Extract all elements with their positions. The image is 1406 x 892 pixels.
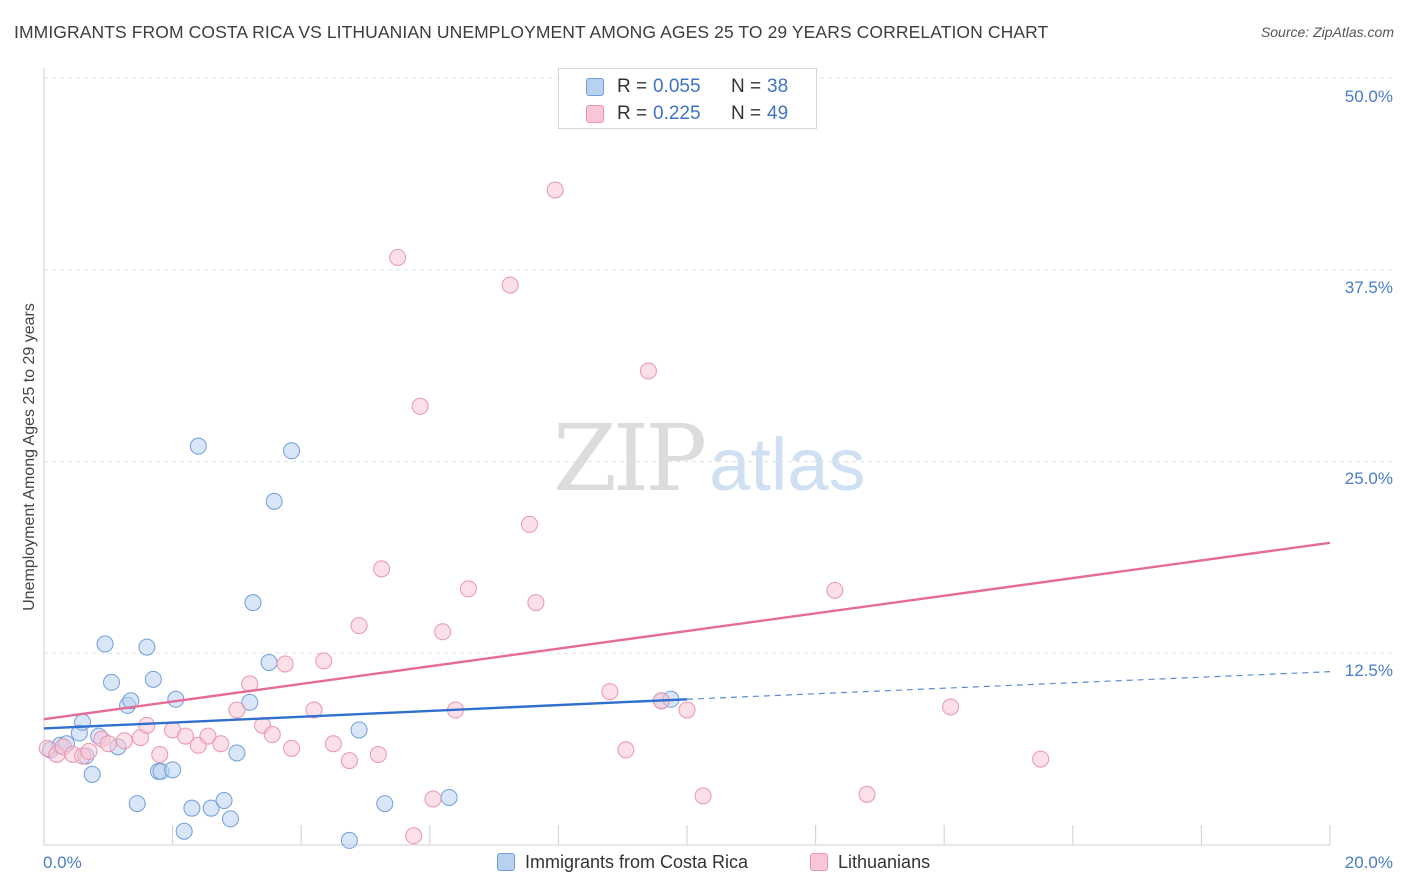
legend-swatch-pink — [810, 853, 828, 871]
data-point-costa-rica — [144, 670, 162, 688]
data-point-costa-rica — [376, 795, 394, 813]
data-point-costa-rica — [122, 692, 140, 710]
data-point-lithuanians — [501, 276, 519, 294]
data-point-lithuanians — [411, 397, 429, 415]
legend-item-lithuanians: Lithuanians — [810, 852, 930, 873]
data-point-lithuanians — [546, 181, 564, 199]
data-point-costa-rica — [260, 653, 278, 671]
data-point-lithuanians — [459, 580, 477, 598]
data-point-costa-rica — [221, 810, 239, 828]
y-tick-label-12-5: 12.5% — [1344, 661, 1393, 680]
data-point-costa-rica — [202, 799, 220, 817]
legend-item-costa-rica: Immigrants from Costa Rica — [497, 852, 748, 873]
legend-r-value: 0.055 — [653, 76, 701, 97]
data-point-lithuanians — [424, 790, 442, 808]
trend-line-lithuanians — [43, 541, 1331, 721]
data-point-lithuanians — [678, 701, 696, 719]
data-point-costa-rica — [175, 822, 193, 840]
data-point-costa-rica — [183, 799, 201, 817]
y-tick-label-37-5: 37.5% — [1344, 278, 1393, 297]
data-point-costa-rica — [103, 673, 121, 691]
data-point-costa-rica — [215, 792, 233, 810]
legend-swatch-pink — [586, 105, 604, 123]
legend-r-label: R = — [617, 76, 648, 97]
y-axis-label: Unemployment Among Ages 25 to 29 years — [21, 303, 38, 611]
trend-line-costa-rica — [43, 698, 688, 730]
data-point-lithuanians — [151, 745, 169, 763]
watermark-atlas: atlas — [709, 423, 866, 506]
legend-n-label: N = — [731, 76, 762, 97]
data-point-lithuanians — [340, 752, 358, 770]
watermark-zip: ZIP — [553, 405, 707, 512]
data-point-costa-rica — [283, 442, 301, 460]
legend-n-label: N = — [731, 103, 762, 124]
data-point-costa-rica — [440, 788, 458, 806]
data-point-costa-rica — [340, 831, 358, 849]
data-point-lithuanians — [99, 735, 117, 753]
legend-n-value: 49 — [767, 103, 789, 124]
data-point-costa-rica — [96, 635, 114, 653]
data-point-lithuanians — [369, 745, 387, 763]
data-point-costa-rica — [128, 795, 146, 813]
data-point-lithuanians — [115, 732, 133, 750]
data-point-costa-rica — [83, 765, 101, 783]
chart-title: IMMIGRANTS FROM COSTA RICA VS LITHUANIAN… — [14, 22, 1049, 42]
data-point-lithuanians — [276, 655, 294, 673]
data-point-lithuanians — [315, 652, 333, 670]
legend-r-label: R = — [617, 103, 648, 124]
data-point-lithuanians — [405, 827, 423, 845]
data-point-lithuanians — [389, 248, 407, 266]
source-label: Source: ZipAtlas.com — [1260, 24, 1394, 40]
data-point-lithuanians — [305, 701, 323, 719]
legend-row-costa-rica: R = 0.055 N = 38 — [559, 74, 818, 100]
data-point-costa-rica — [350, 721, 368, 739]
data-point-lithuanians — [527, 594, 545, 612]
data-point-lithuanians — [263, 726, 281, 744]
data-point-lithuanians — [639, 362, 657, 380]
data-point-lithuanians — [176, 727, 194, 745]
data-point-lithuanians — [942, 698, 960, 716]
data-point-costa-rica — [265, 492, 283, 510]
x-tick-label-max: 20.0% — [1344, 853, 1393, 872]
legend-label-lithuanians: Lithuanians — [838, 852, 931, 872]
legend-swatch-blue — [586, 78, 604, 96]
x-tick-label-min: 0.0% — [43, 853, 82, 872]
data-point-costa-rica — [189, 437, 207, 455]
legend-n-value: 38 — [767, 76, 789, 97]
data-point-lithuanians — [350, 617, 368, 635]
data-point-lithuanians — [373, 560, 391, 578]
data-point-lithuanians — [212, 735, 230, 753]
y-tick-label-25: 25.0% — [1344, 469, 1393, 488]
data-point-lithuanians — [601, 683, 619, 701]
data-point-lithuanians — [1032, 750, 1050, 768]
data-point-costa-rica — [164, 761, 182, 779]
data-point-lithuanians — [283, 739, 301, 757]
legend-row-lithuanians: R = 0.225 N = 49 — [559, 101, 818, 127]
trend-line-extension-costa-rica — [686, 671, 1331, 700]
data-point-lithuanians — [520, 515, 538, 533]
data-point-lithuanians — [617, 741, 635, 759]
data-point-costa-rica — [241, 693, 259, 711]
data-point-lithuanians — [826, 581, 844, 599]
data-point-lithuanians — [324, 735, 342, 753]
data-point-lithuanians — [858, 785, 876, 803]
data-point-costa-rica — [228, 744, 246, 762]
data-point-lithuanians — [199, 727, 217, 745]
legend-swatch-blue — [497, 853, 515, 871]
data-point-lithuanians — [138, 716, 156, 734]
correlation-legend: R = 0.055 N = 38 R = 0.225 N = 49 — [558, 68, 817, 129]
legend-label-costa-rica: Immigrants from Costa Rica — [525, 852, 749, 872]
data-point-costa-rica — [138, 638, 156, 656]
watermark: ZIPatlas — [553, 405, 865, 512]
data-point-costa-rica — [244, 594, 262, 612]
data-point-lithuanians — [694, 787, 712, 805]
legend-r-value: 0.225 — [653, 103, 701, 124]
data-point-lithuanians — [228, 701, 246, 719]
y-tick-label-50: 50.0% — [1344, 87, 1393, 106]
data-point-lithuanians — [434, 623, 452, 641]
data-point-lithuanians — [80, 742, 98, 760]
